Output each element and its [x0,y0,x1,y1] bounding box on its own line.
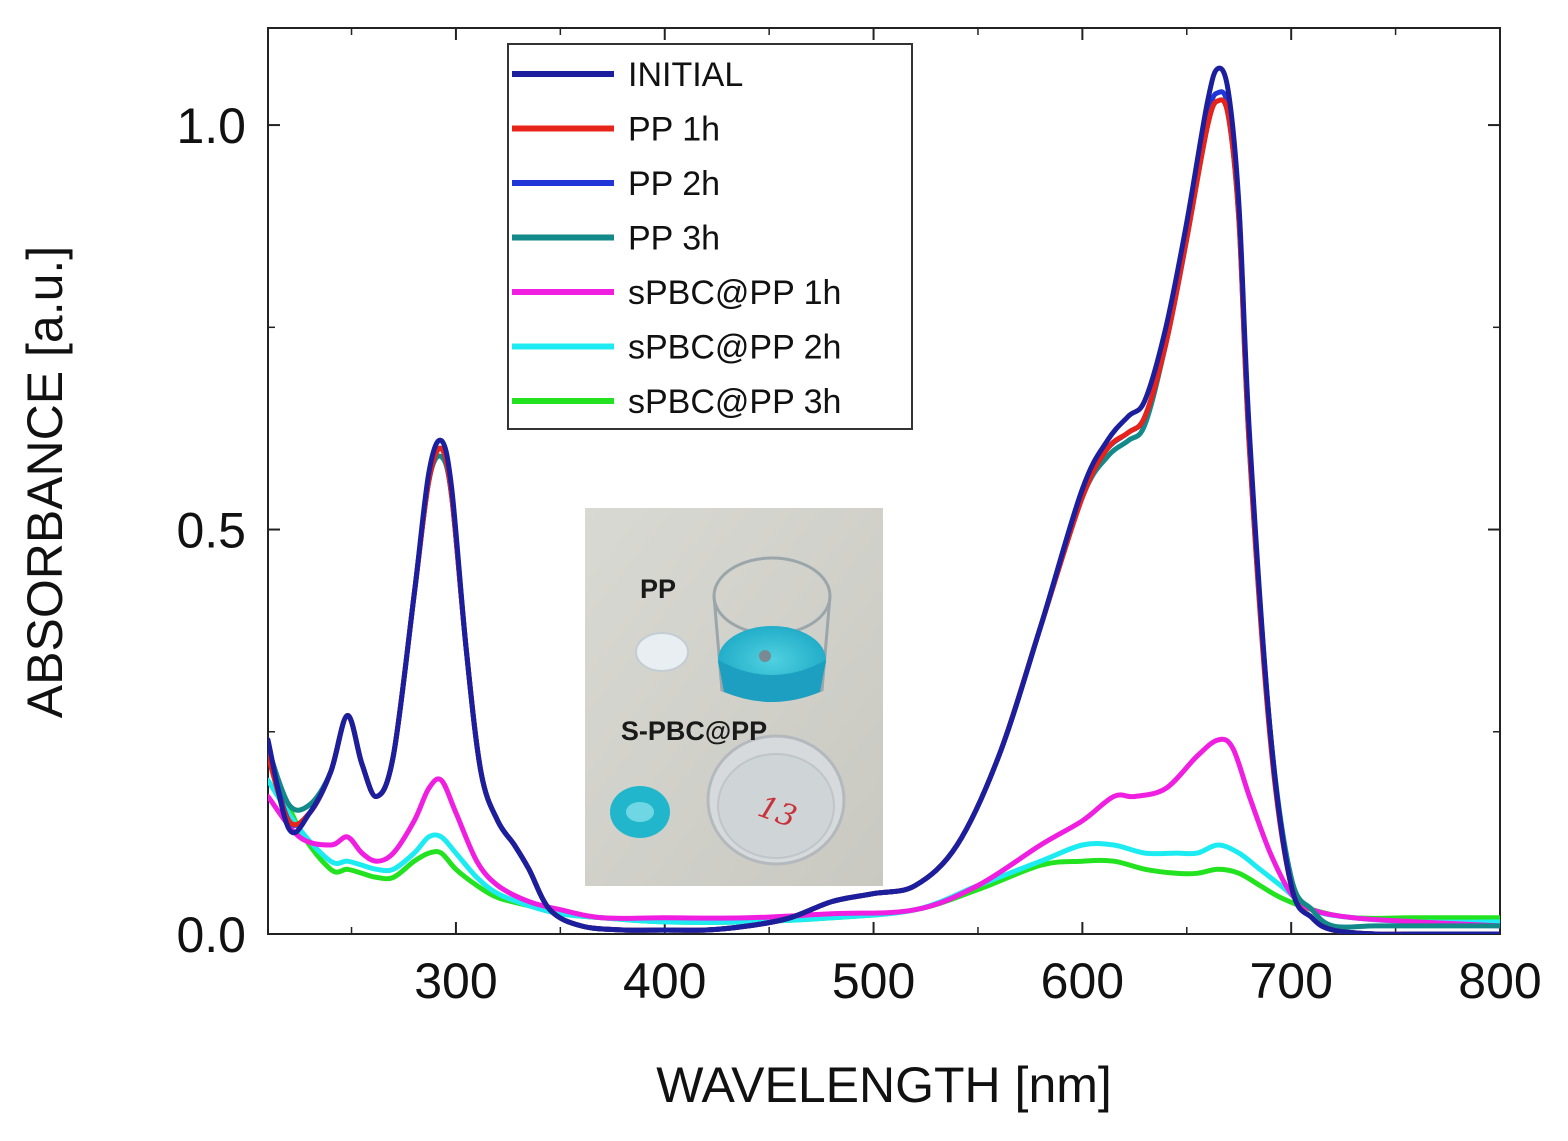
legend-label: PP 2h [628,165,720,203]
legend-label: sPBC@PP 3h [628,383,841,421]
x-axis-ticks: 300 400 500 600 700 800 [350,28,1542,1009]
plot-frame [267,27,1501,935]
series-lines [268,65,1500,934]
x-axis-title: WAVELENGTH [nm] [656,1057,1112,1113]
x-tick-label: 600 [1041,953,1124,1009]
x-tick-label: 700 [1249,953,1332,1009]
y-axis-ticks: 0.0 0.5 1.0 [176,98,1500,963]
x-tick-label: 300 [414,953,497,1009]
legend-label: PP 1h [628,111,720,149]
series-line-spbc-pp-3h [268,753,1500,925]
pp-disc [635,632,689,672]
legend-label: INITIAL [628,56,743,94]
photo-label-spbc: S-PBC@PP [621,716,767,746]
y-tick-label: 1.0 [176,98,246,154]
inset-photo: PP S-PBC@PP 13 [585,508,883,886]
y-tick-label: 0.5 [176,503,246,559]
x-tick-label: 800 [1458,953,1541,1009]
y-tick-label: 0.0 [176,907,246,963]
x-tick-label: 500 [832,953,915,1009]
legend-label: sPBC@PP 1h [628,274,841,312]
series-line-initial [268,65,1500,934]
x-tick-label: 400 [623,953,706,1009]
series-line-spbc-pp-1h [268,736,1500,929]
legend-label: PP 3h [628,220,720,258]
legend-label: sPBC@PP 2h [628,329,841,367]
y-axis-title: ABSORBANCE [a.u.] [17,246,73,718]
legend: INITIAL PP 1h PP 2h PP 3h sPBC@PP 1h sPBC@PP … [507,43,913,430]
photo-label-pp: PP [640,574,676,604]
